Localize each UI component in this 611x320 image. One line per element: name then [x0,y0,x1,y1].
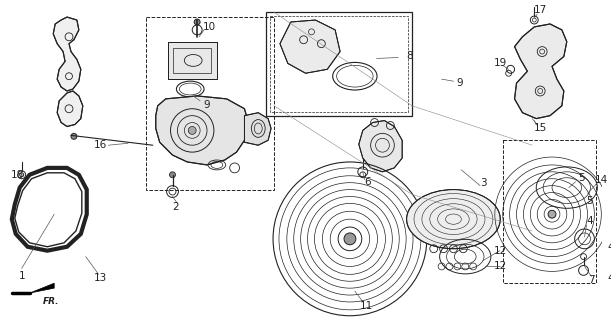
Circle shape [169,172,175,178]
Bar [174,48,211,73]
Text: 3: 3 [480,178,486,188]
Polygon shape [514,24,567,119]
Circle shape [188,126,196,134]
Polygon shape [29,283,54,293]
Polygon shape [57,91,83,126]
Bar [167,42,217,79]
Circle shape [71,133,77,139]
Bar [503,140,596,283]
Text: 13: 13 [94,273,107,283]
Text: 19: 19 [494,58,507,68]
Text: 9: 9 [456,78,463,88]
Text: 15: 15 [533,124,547,133]
Text: 10: 10 [202,22,216,32]
Text: 4: 4 [586,216,593,226]
Text: 9: 9 [203,100,210,110]
Circle shape [344,233,356,245]
Polygon shape [156,96,249,165]
Text: 6: 6 [364,177,371,187]
Text: 2: 2 [172,202,179,212]
Bar [146,17,274,189]
Text: 12: 12 [494,246,507,256]
Bar [270,16,408,112]
Text: 4: 4 [608,242,611,252]
Text: 12: 12 [494,261,507,271]
Polygon shape [359,121,402,172]
Polygon shape [53,17,81,91]
Text: 7: 7 [588,275,595,285]
Text: 1: 1 [18,271,25,281]
Text: 5: 5 [578,173,585,183]
Text: 8: 8 [406,52,412,61]
Polygon shape [280,20,340,73]
Text: FR.: FR. [43,298,59,307]
Text: 5: 5 [586,196,593,206]
Text: 18: 18 [11,170,24,180]
Ellipse shape [406,189,500,249]
Text: 4: 4 [608,273,611,283]
Circle shape [548,210,556,218]
Text: 11: 11 [360,301,373,311]
Polygon shape [244,113,271,145]
Bar [167,42,217,79]
Bar [266,12,412,116]
Text: 17: 17 [533,5,547,15]
Circle shape [194,19,200,25]
Text: 16: 16 [94,140,107,150]
Text: 14: 14 [595,175,608,185]
